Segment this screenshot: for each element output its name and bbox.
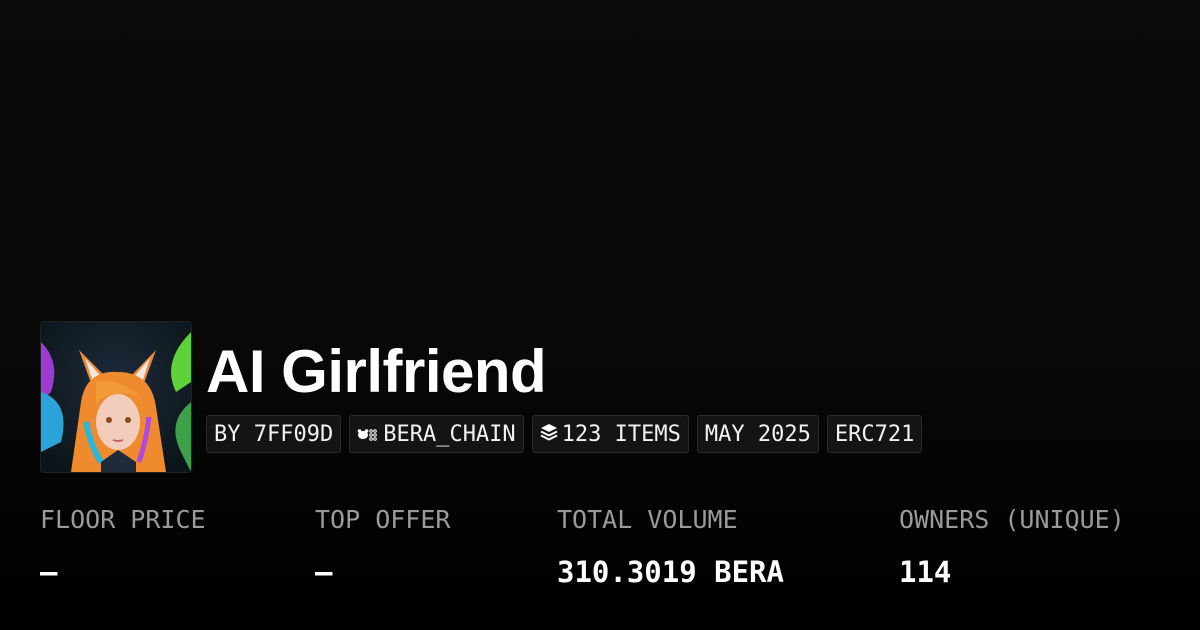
badge-label: MAY 2025 [704, 421, 811, 447]
badge-label: ERC721 [834, 421, 915, 447]
items-badge[interactable]: 123 ITEMS [531, 415, 689, 453]
stat-label: TOTAL VOLUME [557, 505, 738, 534]
date-badge: MAY 2025 [696, 415, 819, 453]
collection-badges: BY 7FF09D BERA_CHAIN 123 ITEMS MAY 2025 … [206, 415, 923, 453]
stat-value: 114 [899, 555, 952, 589]
standard-badge: ERC721 [826, 415, 923, 453]
stat-owners: OWNERS (UNIQUE) 114 [899, 505, 1125, 589]
stat-label: TOP OFFER [315, 505, 451, 534]
badge-label: 123 ITEMS [561, 421, 681, 447]
stat-label: FLOOR PRICE [40, 505, 206, 534]
layers-icon [540, 422, 558, 447]
badge-label: BY 7FF09D [214, 421, 334, 447]
collection-title: AI Girlfriend [206, 338, 547, 405]
stat-label: OWNERS (UNIQUE) [899, 505, 1125, 534]
collection-avatar [40, 321, 192, 473]
stat-value: – [40, 555, 58, 589]
stat-total-volume: TOTAL VOLUME 310.3019 BERA [557, 505, 784, 589]
stat-value: – [315, 555, 333, 589]
creator-badge[interactable]: BY 7FF09D [206, 415, 342, 453]
stat-floor-price: FLOOR PRICE – [40, 505, 206, 589]
badge-label: BERA_CHAIN [383, 421, 516, 447]
chain-badge[interactable]: BERA_CHAIN [349, 415, 524, 453]
stat-value: 310.3019 BERA [557, 555, 784, 589]
bera-chain-icon [357, 422, 379, 447]
stat-top-offer: TOP OFFER – [315, 505, 450, 589]
